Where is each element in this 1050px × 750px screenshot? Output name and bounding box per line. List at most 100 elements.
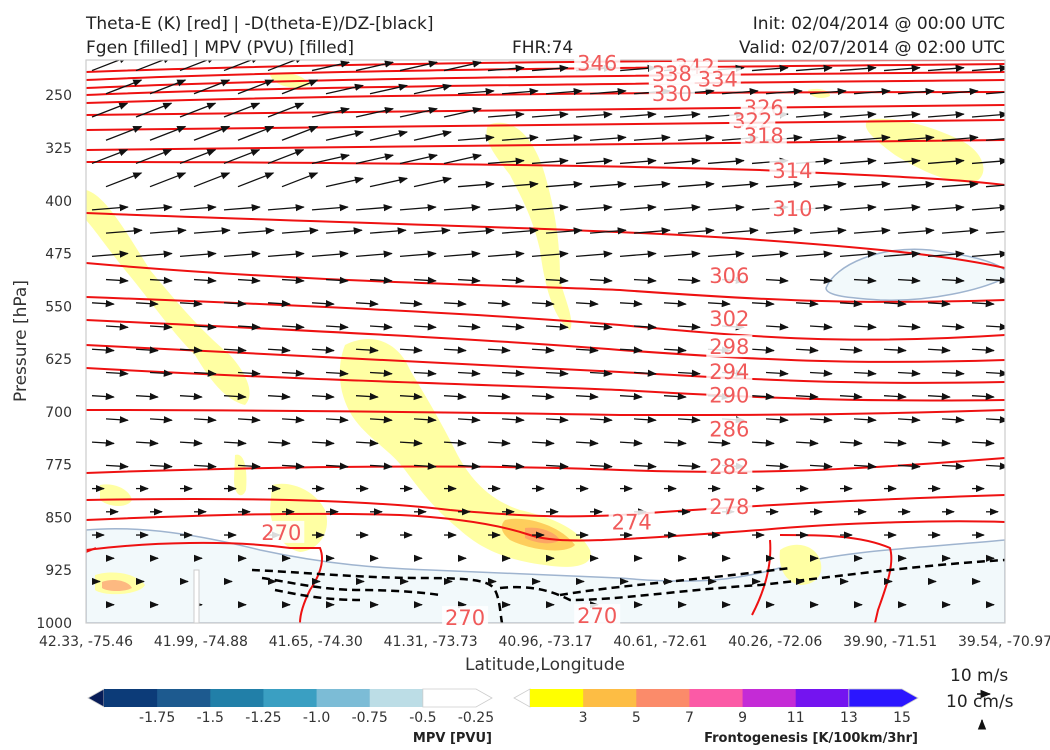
wind-arrow — [193, 369, 217, 377]
contour-label-bg — [574, 51, 621, 74]
contour-label-bg — [769, 159, 816, 182]
theta-e-contour-label: 318 — [744, 124, 784, 148]
wind-arrow — [369, 227, 407, 235]
wind-arrow — [985, 91, 1005, 95]
wind-arrow — [809, 180, 847, 189]
wind-arrow — [413, 176, 452, 188]
colorbar-tick-label: -0.75 — [352, 710, 388, 726]
wind-arrow — [575, 111, 613, 119]
wind-arrow — [237, 125, 275, 141]
wind-arrow — [399, 153, 438, 165]
wind-arrow — [795, 439, 819, 447]
colorbar-segment — [369, 689, 424, 707]
y-tick-label: 475 — [45, 247, 72, 263]
wind-arrow — [927, 392, 951, 401]
wind-arrow — [633, 227, 671, 235]
wind-arrow — [941, 416, 965, 424]
wind-arrow — [487, 250, 525, 258]
theta-e-contour-label: 286 — [709, 417, 749, 441]
colorbar-tick-label: -1.75 — [139, 710, 175, 726]
wind-arrow — [839, 64, 877, 72]
wind-arrow — [281, 172, 319, 188]
wind-arrow — [795, 299, 819, 308]
wind-arrow — [267, 102, 305, 118]
wind-arrow — [927, 157, 965, 165]
wind-arrow — [179, 60, 217, 72]
wind-arrow — [91, 346, 115, 354]
colorbar-segment — [104, 689, 158, 707]
wind-arrow — [677, 369, 701, 377]
theta-e-contour-label: 298 — [709, 335, 749, 359]
wind-arrow — [971, 157, 1005, 165]
wind-arrow — [927, 439, 951, 447]
wind-arrow — [135, 102, 173, 118]
wind-arrow — [193, 323, 217, 331]
wind-arrow — [721, 227, 759, 235]
wind-arrow — [531, 204, 569, 212]
wind-arrow — [311, 60, 350, 72]
wind-arrow — [267, 299, 291, 308]
wind-arrow — [369, 462, 393, 470]
wind-arrow — [355, 60, 394, 72]
colorbar-mpv-label: MPV [PVU] — [413, 731, 492, 746]
colorbar-tick-label: -1.0 — [303, 710, 330, 726]
wind-arrow — [971, 346, 995, 354]
wind-arrow — [443, 346, 467, 354]
wind-arrow — [707, 157, 745, 165]
x-tick-label: 41.99, -74.88 — [154, 634, 248, 650]
wind-arrow — [443, 250, 481, 258]
wind-arrow — [325, 130, 364, 141]
wind-arrow — [897, 369, 921, 377]
wind-arrow — [91, 299, 115, 308]
wind-arrow — [443, 439, 467, 447]
colorbar-tick-label: 5 — [632, 710, 641, 726]
wind-arrow — [369, 83, 408, 95]
wind-arrow — [91, 439, 115, 447]
y-tick-label: 925 — [45, 563, 72, 579]
wind-arrow — [883, 111, 921, 119]
wind-arrow — [355, 250, 393, 258]
wind-arrow — [149, 172, 187, 188]
wind-arrow — [237, 416, 261, 424]
wind-arrow — [883, 157, 921, 165]
x-tick-label: 39.54, -70.97 — [958, 634, 1050, 650]
wind-arrow — [457, 87, 495, 96]
wind-arrow — [677, 276, 701, 285]
wind-arrow — [707, 250, 745, 258]
wind-arrow — [179, 439, 203, 447]
wind-arrow — [663, 250, 701, 258]
wind-arrow — [941, 276, 965, 285]
wind-arrow — [179, 299, 203, 308]
wind-arrow — [413, 227, 451, 235]
wind-arrow — [149, 369, 173, 377]
wind-arrow — [927, 64, 965, 72]
wind-arrow — [941, 462, 965, 470]
wind-arrow — [853, 276, 877, 285]
x-tick-label: 42.33, -75.46 — [39, 634, 133, 650]
wind-arrow — [941, 134, 979, 142]
wind-arrow — [721, 180, 759, 189]
wind-arrow — [237, 276, 261, 285]
wind-ref-vertical: 10 cm/s — [946, 692, 1014, 712]
wind-arrow — [281, 369, 305, 377]
wind-arrow — [765, 180, 803, 189]
colorbar-segment — [316, 689, 371, 707]
wind-arrow — [399, 392, 423, 401]
title-line-2: Fgen [filled] | MPV (PVU) [filled] — [86, 38, 355, 58]
wind-arrow — [765, 462, 789, 470]
x-axis-label: Latitude,Longitude — [465, 655, 625, 675]
wind-arrow — [751, 439, 775, 447]
y-tick-label: 550 — [45, 299, 72, 315]
wind-arrow — [501, 369, 525, 377]
wind-arrow — [443, 106, 482, 118]
wind-arrow — [809, 87, 847, 96]
wind-arrow — [575, 204, 613, 212]
contour-label-bg — [740, 124, 787, 147]
x-tick-label: 41.65, -74.30 — [269, 634, 363, 650]
wind-arrow — [487, 204, 525, 212]
wind-arrow — [237, 172, 275, 188]
wind-arrow — [545, 87, 583, 96]
wind-arrow — [91, 60, 129, 72]
wind-arrow — [135, 346, 159, 354]
wind-arrow — [369, 130, 408, 141]
